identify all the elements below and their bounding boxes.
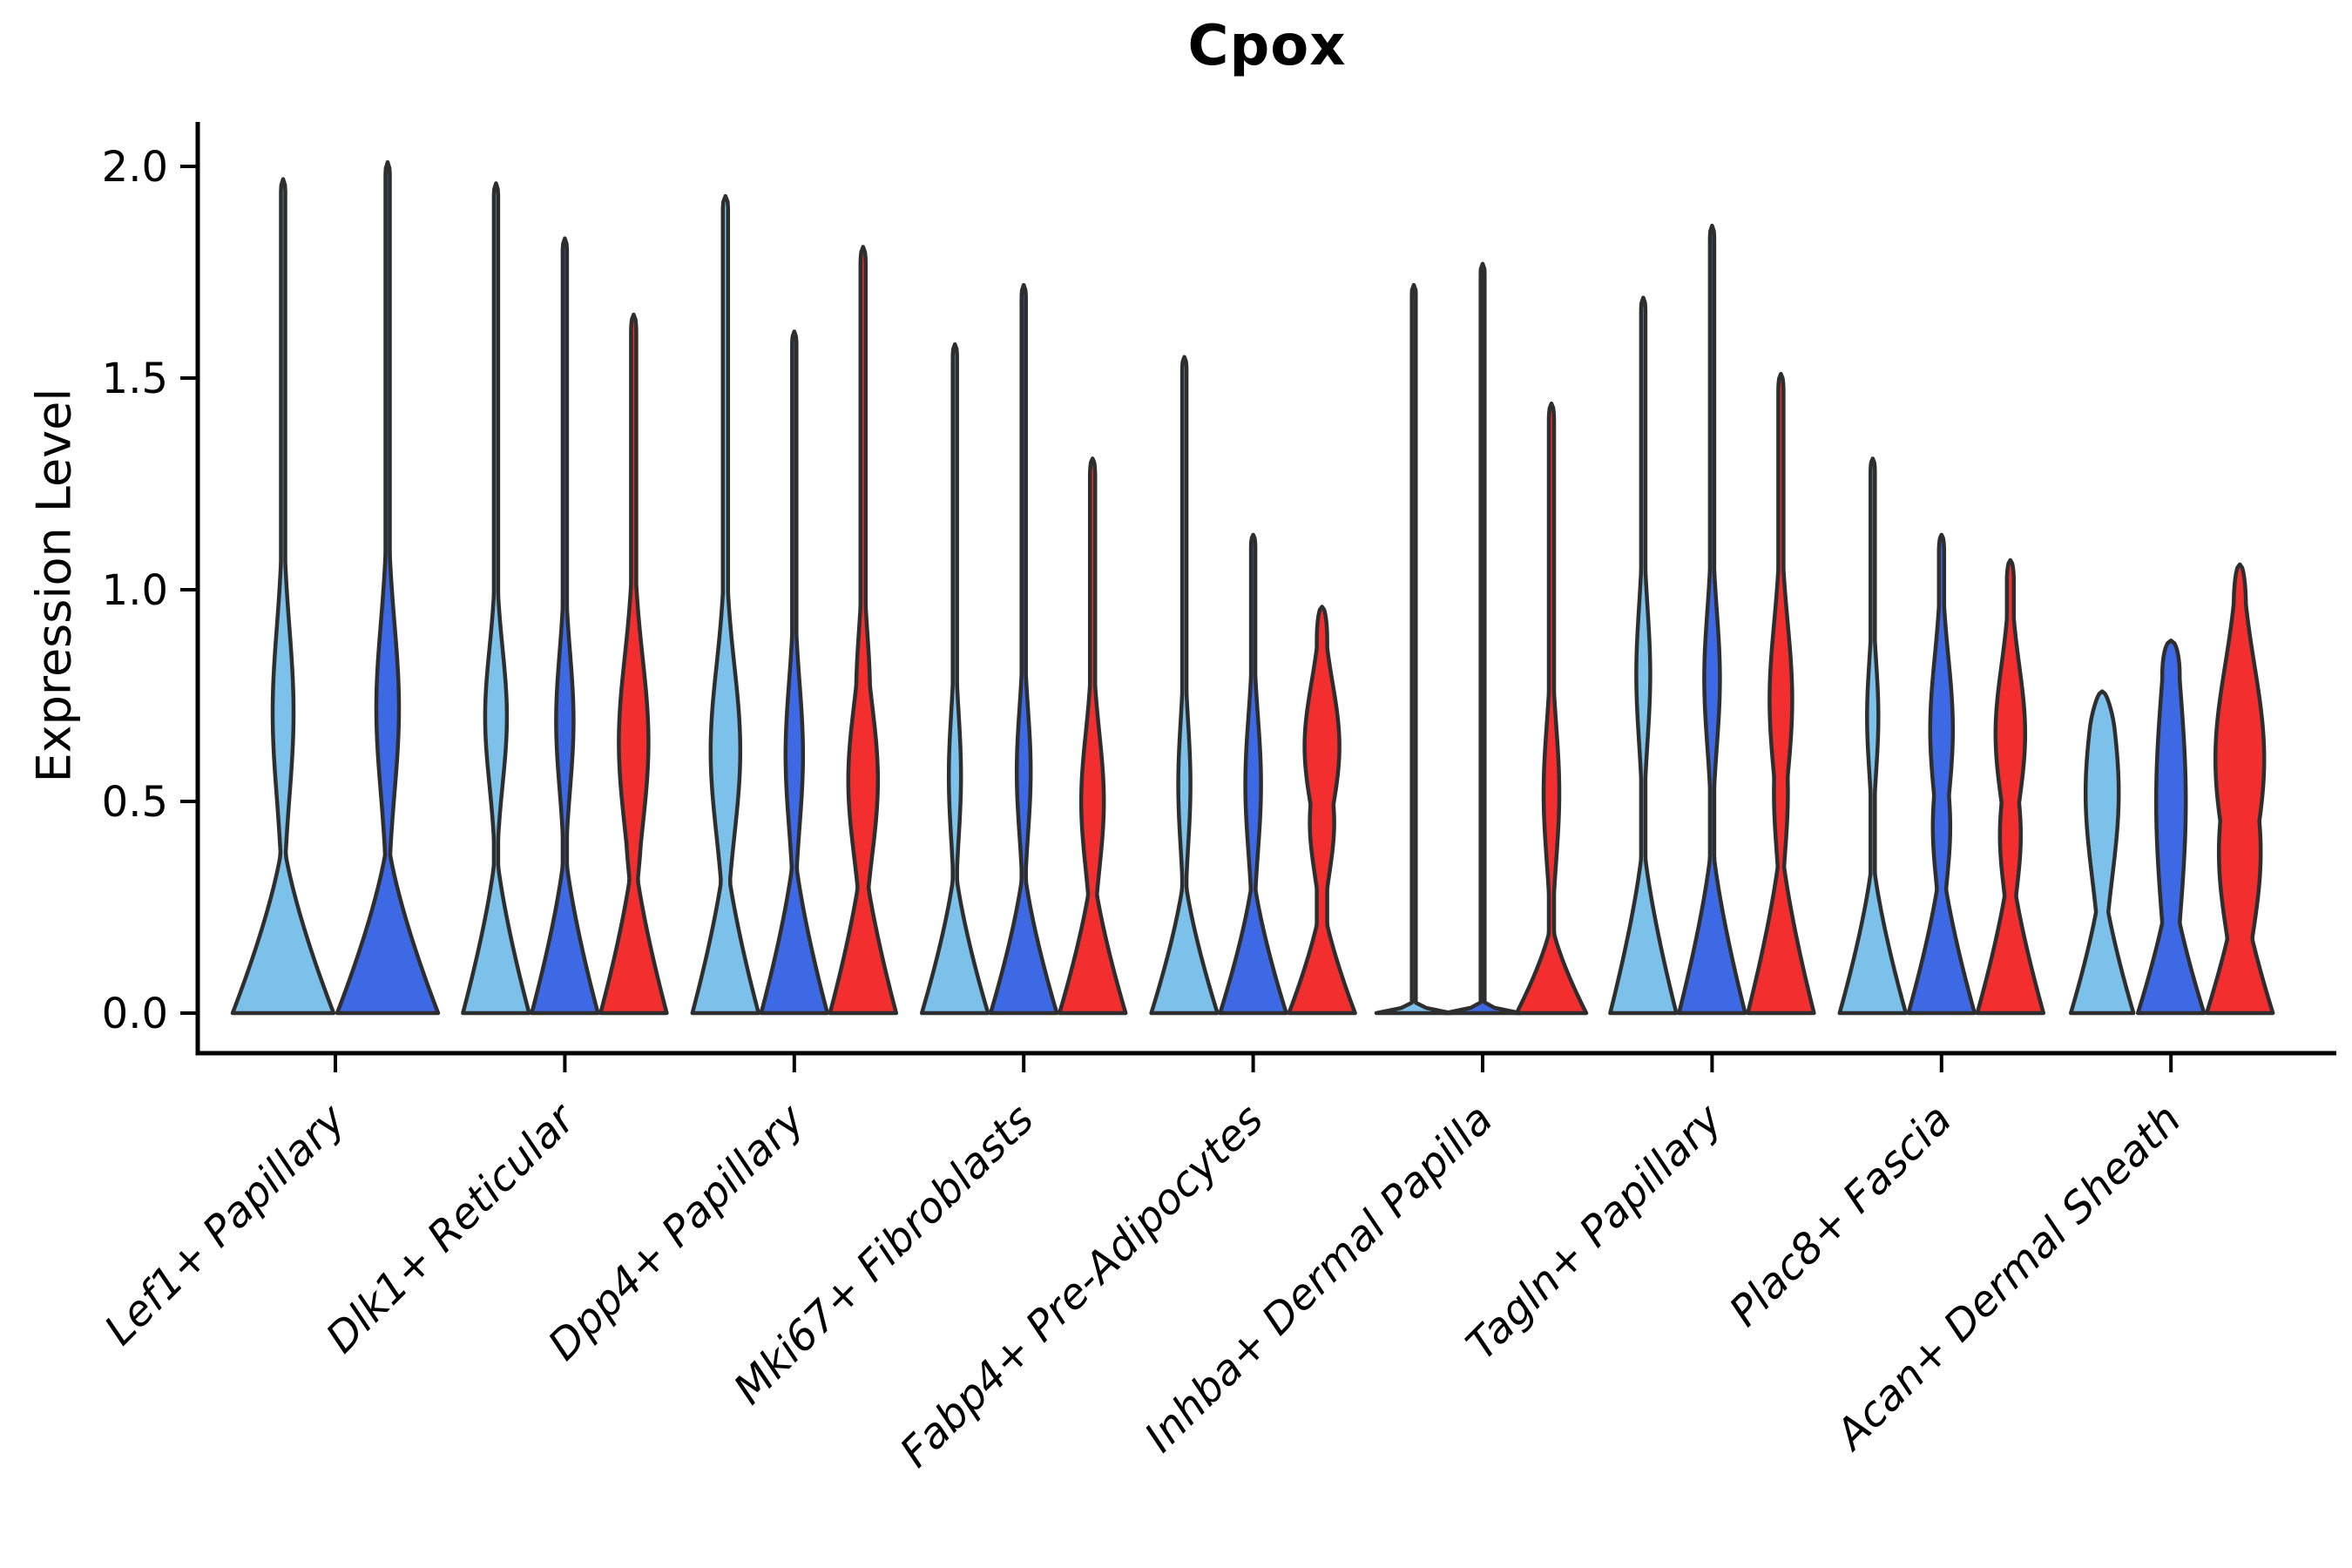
violin-dlk1-reticular-red	[598, 312, 669, 1016]
violin-inhba-dermal-papilla-red	[1514, 401, 1589, 1016]
y-tick-label: 1.5	[102, 355, 168, 403]
violin-fabp4-pre-adipocytes-light-blue	[1149, 355, 1220, 1016]
violin-mki67-fibroblasts-red	[1057, 456, 1128, 1016]
violin-lef1-papillary-dark-blue	[335, 159, 441, 1016]
violin-dlk1-reticular-light-blue	[461, 181, 531, 1016]
violin-inhba-dermal-papilla-light-blue	[1374, 282, 1454, 1016]
y-tick-label: 1.0	[102, 566, 168, 615]
violin-plac8-fascia-dark-blue	[1906, 532, 1977, 1016]
x-tick-label: Lef1+ Papillary	[95, 1094, 355, 1355]
violin-dlk1-reticular-dark-blue	[530, 236, 600, 1016]
violin-plac8-fascia-red	[1975, 558, 2046, 1016]
y-axis-label: Expression Level	[26, 388, 82, 783]
x-tick-label: Fabp4+ Pre-Adipocytes	[891, 1095, 1274, 1477]
violin-dpp4-papillary-light-blue	[690, 193, 761, 1016]
y-tick-label: 0.0	[102, 990, 168, 1038]
violin-fabp4-pre-adipocytes-dark-blue	[1218, 532, 1288, 1016]
violin-acan-dermal-sheath-dark-blue	[2135, 639, 2207, 1016]
violin-lef1-papillary-light-blue	[230, 177, 336, 1016]
y-tick-label: 0.5	[102, 778, 168, 827]
y-tick-label: 2.0	[102, 143, 168, 192]
violin-acan-dermal-sheath-red	[2204, 562, 2275, 1016]
violin-acan-dermal-sheath-light-blue	[2068, 689, 2136, 1016]
violin-mki67-fibroblasts-light-blue	[919, 341, 990, 1016]
x-tick-label: Plac8+ Fascia	[1720, 1095, 1962, 1336]
chart-title: Cpox	[1187, 14, 1347, 78]
x-tick-label: Dpp4+ Papillary	[539, 1094, 814, 1369]
x-tick-label: Dlk1+ Reticular	[317, 1093, 587, 1363]
violin-tagln-papillary-red	[1746, 371, 1816, 1016]
violin-dpp4-papillary-red	[828, 245, 899, 1016]
violin-inhba-dermal-papilla-dark-blue	[1443, 261, 1523, 1016]
violin-fabp4-pre-adipocytes-red	[1287, 605, 1357, 1016]
violin-plac8-fascia-light-blue	[1837, 456, 1909, 1016]
violin-tagln-papillary-dark-blue	[1677, 223, 1747, 1016]
violin-dpp4-papillary-dark-blue	[759, 329, 830, 1016]
x-tick-label: Tagln+ Papillary	[1457, 1094, 1733, 1369]
violin-tagln-papillary-light-blue	[1608, 295, 1679, 1016]
violin-mki67-fibroblasts-dark-blue	[988, 282, 1059, 1016]
